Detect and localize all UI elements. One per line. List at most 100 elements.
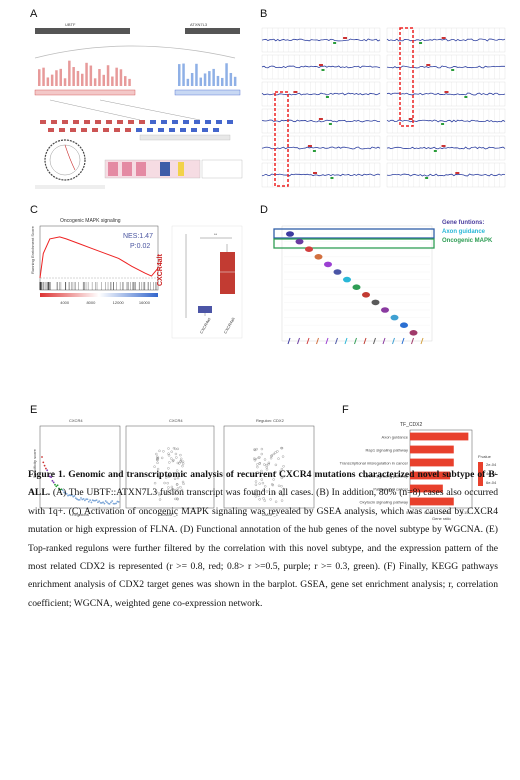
umap-cell-point [273, 491, 277, 495]
regulon-point [89, 499, 91, 502]
coverage-bar [55, 70, 58, 86]
umap-cell-point [179, 486, 182, 489]
box-cxcr4wt [198, 306, 212, 313]
umap-cell-point [280, 467, 284, 471]
exon-box [48, 128, 54, 132]
exon-box [114, 128, 120, 132]
loss-segment [321, 69, 325, 71]
coverage-bar [72, 67, 75, 86]
cluster-label-mark [373, 337, 376, 345]
exon-box [95, 120, 101, 124]
umap-cell-point [252, 492, 256, 496]
regulon-point [95, 499, 98, 502]
exon-box [51, 120, 57, 124]
umap-cell-point [272, 452, 276, 456]
coverage-bar [216, 75, 220, 86]
exon-box [150, 120, 156, 124]
coverage-bar [85, 62, 88, 86]
mapk-legend: Oncogenic MAPK [442, 238, 493, 244]
violin-shape [295, 238, 304, 245]
coverage-bar [182, 63, 185, 86]
umap-cell-point [167, 454, 171, 457]
umap-cell-point [170, 485, 174, 489]
caption-body: (A) The UBTF::ATXN7L3 fusion transcript … [28, 487, 498, 609]
gain-segment [318, 118, 323, 120]
umap-cell-point [181, 464, 184, 468]
gsea-x-tick: 8000 [86, 300, 96, 305]
violin-shape [381, 307, 389, 313]
umap-cell-point [157, 475, 160, 478]
umap-cell-point [156, 461, 159, 464]
umap-cell-point [156, 458, 159, 462]
umap-cell-point [158, 498, 162, 501]
regulon-point [115, 502, 117, 505]
coverage-bar [93, 78, 97, 86]
cluster-label-mark [316, 337, 319, 345]
umap-cell-point [162, 450, 165, 453]
umap-cell-point [258, 498, 261, 501]
exon-box [202, 128, 208, 132]
regulon-point [77, 498, 80, 501]
cluster-label-mark [382, 337, 386, 345]
gsea-ylabel: Running Enrichment Score [30, 225, 35, 274]
umap-cell-point [167, 475, 171, 478]
panel-c-gsea-plot: Oncogenic MAPK signaling Running Enrichm… [30, 218, 164, 305]
regulon-point [90, 501, 93, 504]
gene-right-label: ATXN7L3 [190, 22, 208, 27]
umap-cell-point [254, 495, 257, 498]
regulon-point [78, 498, 81, 501]
exon-box [117, 120, 123, 124]
regulon-point [98, 500, 101, 503]
enrichment-curve [39, 236, 159, 279]
exon-box [59, 128, 65, 132]
regulon-point [106, 501, 108, 504]
umap-cell-point [153, 465, 156, 468]
coverage-bar [208, 71, 211, 86]
regulon-point [47, 473, 50, 476]
copy-number-line [261, 65, 381, 69]
umap-cell-point [277, 484, 281, 487]
regulon-point [97, 501, 99, 504]
pathway-bar [410, 497, 454, 506]
umap-cell-point [174, 452, 178, 456]
f-x-tick: 0.15 [461, 510, 470, 515]
copy-number-line [386, 146, 506, 150]
regulon-point [64, 492, 67, 494]
coverage-bar [38, 69, 41, 86]
umap-cell-point [265, 490, 269, 493]
f-x-tick: 0.00 [406, 510, 415, 515]
cluster-label-mark [411, 337, 414, 345]
coverage-bar [111, 76, 114, 86]
coverage-bar [119, 69, 123, 86]
umap-cell-point [267, 462, 270, 466]
umap-cell-point [257, 494, 260, 497]
umap-cell-point [262, 489, 265, 492]
umap-cell-point [256, 463, 259, 466]
gsea-x-tick: 16000 [139, 300, 151, 305]
exon-box [62, 120, 68, 124]
panel-f-label: F [342, 404, 349, 416]
umap-cell-point [260, 469, 263, 473]
umap-cell-point [167, 447, 170, 450]
umap-cell-point [253, 448, 256, 451]
umap-cell-point [260, 447, 264, 451]
regulon-point [74, 497, 77, 499]
umap-cell-point [168, 461, 171, 464]
f-x-tick: 0.10 [442, 510, 451, 515]
exon-box [147, 128, 153, 132]
loss-segment [328, 123, 332, 125]
regulon-point [104, 500, 107, 502]
umap-cell-point [178, 462, 181, 465]
pathway-label: Transcriptional misregulation in cancer [340, 460, 409, 465]
umap-cell-point [271, 483, 275, 487]
panel-d-violin-figure: Gene funtions: Axon guidance Oncogenic M… [273, 220, 493, 345]
panel-a-label: A [30, 8, 38, 20]
regulon-point [85, 498, 88, 501]
regulon-point [45, 467, 47, 470]
gsea-x-tick: 4000 [60, 300, 70, 305]
rank-gradient-bar [40, 293, 158, 297]
umap-cell-point [180, 457, 183, 460]
umap-cell-point [161, 456, 164, 460]
umap2-title: Regulon: CDX2 [256, 418, 285, 423]
umap-cell-point [263, 499, 266, 502]
